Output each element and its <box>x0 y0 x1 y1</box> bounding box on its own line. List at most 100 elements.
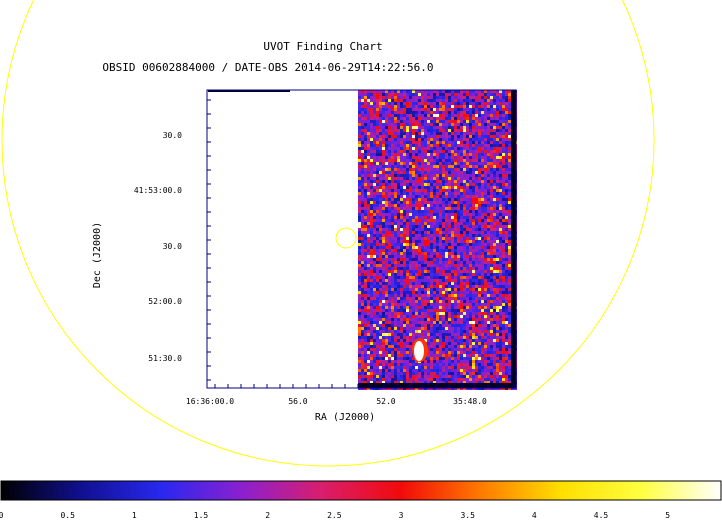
heatmap-pixel <box>439 318 442 321</box>
heatmap-pixel <box>391 246 394 249</box>
heatmap-pixel <box>454 99 457 102</box>
heatmap-pixel <box>397 219 400 222</box>
heatmap-pixel <box>490 132 493 135</box>
heatmap-pixel <box>499 108 502 111</box>
heatmap-pixel <box>436 255 439 258</box>
heatmap-pixel <box>406 243 409 246</box>
heatmap-pixel <box>454 276 457 279</box>
heatmap-pixel <box>436 237 439 240</box>
heatmap-pixel <box>505 90 508 93</box>
heatmap-pixel <box>472 126 475 129</box>
heatmap-pixel <box>373 345 376 348</box>
heatmap-pixel <box>406 351 409 354</box>
heatmap-pixel <box>385 327 388 330</box>
heatmap-pixel <box>499 303 502 306</box>
heatmap-pixel <box>460 159 463 162</box>
heatmap-pixel <box>391 189 394 192</box>
heatmap-pixel <box>406 174 409 177</box>
heatmap-pixel <box>457 324 460 327</box>
heatmap-pixel <box>409 366 412 369</box>
heatmap-pixel <box>391 285 394 288</box>
heatmap-pixel <box>388 180 391 183</box>
heatmap-pixel <box>508 249 511 252</box>
heatmap-pixel <box>508 291 511 294</box>
heatmap-pixel <box>502 333 505 336</box>
heatmap-pixel <box>403 120 406 123</box>
heatmap-pixel <box>496 147 499 150</box>
heatmap-pixel <box>391 300 394 303</box>
heatmap-pixel <box>502 264 505 267</box>
heatmap-pixel <box>424 96 427 99</box>
heatmap-pixel <box>421 174 424 177</box>
heatmap-pixel <box>388 162 391 165</box>
heatmap-pixel <box>457 120 460 123</box>
heatmap-pixel <box>364 219 367 222</box>
heatmap-pixel <box>397 126 400 129</box>
heatmap-pixel <box>493 183 496 186</box>
heatmap-pixel <box>490 225 493 228</box>
heatmap-pixel <box>499 246 502 249</box>
heatmap-pixel <box>412 144 415 147</box>
heatmap-pixel <box>388 201 391 204</box>
heatmap-pixel <box>454 234 457 237</box>
heatmap-pixel <box>406 171 409 174</box>
heatmap-pixel <box>499 183 502 186</box>
heatmap-pixel <box>496 348 499 351</box>
heatmap-pixel <box>472 192 475 195</box>
heatmap-pixel <box>448 363 451 366</box>
heatmap-pixel <box>430 108 433 111</box>
heatmap-pixel <box>469 177 472 180</box>
heatmap-pixel <box>487 369 490 372</box>
heatmap-pixel <box>397 108 400 111</box>
heatmap-pixel <box>379 330 382 333</box>
heatmap-pixel <box>445 246 448 249</box>
heatmap-pixel <box>391 129 394 132</box>
heatmap-pixel <box>430 336 433 339</box>
heatmap-pixel <box>442 342 445 345</box>
heatmap-pixel <box>442 273 445 276</box>
heatmap-pixel <box>502 300 505 303</box>
heatmap-pixel <box>451 234 454 237</box>
heatmap-pixel <box>427 207 430 210</box>
heatmap-pixel <box>445 270 448 273</box>
heatmap-pixel <box>424 234 427 237</box>
heatmap-pixel <box>382 261 385 264</box>
heatmap-pixel <box>376 180 379 183</box>
heatmap-pixel <box>376 246 379 249</box>
heatmap-pixel <box>403 228 406 231</box>
heatmap-pixel <box>418 114 421 117</box>
heatmap-pixel <box>412 294 415 297</box>
heatmap-pixel <box>433 207 436 210</box>
heatmap-pixel <box>445 114 448 117</box>
heatmap-pixel <box>385 198 388 201</box>
heatmap-pixel <box>370 342 373 345</box>
heatmap-pixel <box>481 129 484 132</box>
heatmap-pixel <box>448 345 451 348</box>
heatmap-pixel <box>373 315 376 318</box>
heatmap-pixel <box>412 168 415 171</box>
heatmap-pixel <box>361 306 364 309</box>
heatmap-pixel <box>463 171 466 174</box>
heatmap-pixel <box>376 333 379 336</box>
heatmap-pixel <box>475 294 478 297</box>
heatmap-pixel <box>439 264 442 267</box>
heatmap-pixel <box>451 312 454 315</box>
heatmap-pixel <box>367 120 370 123</box>
heatmap-pixel <box>400 135 403 138</box>
heatmap-pixel <box>442 360 445 363</box>
heatmap-pixel <box>472 282 475 285</box>
heatmap-pixel <box>481 165 484 168</box>
heatmap-pixel <box>439 90 442 93</box>
heatmap-pixel <box>379 138 382 141</box>
heatmap-pixel <box>445 333 448 336</box>
heatmap-pixel <box>448 102 451 105</box>
heatmap-pixel <box>382 282 385 285</box>
heatmap-pixel <box>367 267 370 270</box>
heatmap-pixel <box>406 303 409 306</box>
heatmap-pixel <box>427 138 430 141</box>
heatmap-pixel <box>502 213 505 216</box>
heatmap-pixel <box>400 369 403 372</box>
heatmap-pixel <box>433 312 436 315</box>
heatmap-pixel <box>472 285 475 288</box>
heatmap-pixel <box>397 180 400 183</box>
